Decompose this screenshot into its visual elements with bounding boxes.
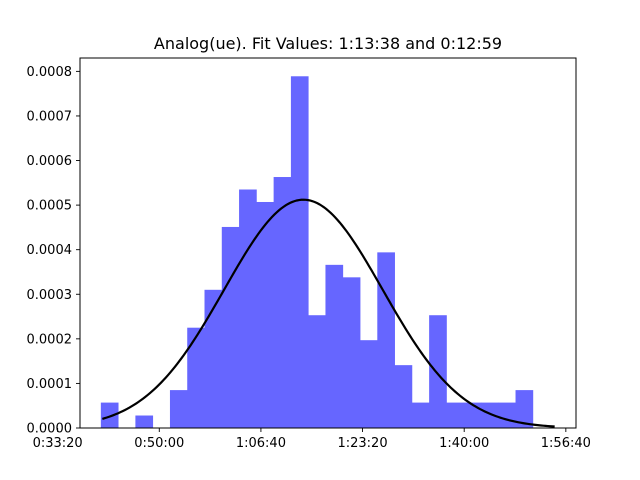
histogram-bar — [498, 402, 516, 428]
fit-curve-layer — [102, 198, 555, 428]
fit-curve — [102, 198, 555, 428]
histogram-bar — [187, 327, 205, 428]
histogram-bar — [204, 289, 223, 428]
histogram-bar — [515, 390, 534, 428]
y-tick-label: 0.0007 — [27, 109, 73, 124]
histogram-bar — [135, 415, 154, 428]
y-tick-label: 0.0006 — [27, 154, 73, 169]
histogram-bar — [325, 264, 344, 428]
y-tick-label: 0.0002 — [27, 332, 73, 347]
chart-title: Analog(ue). Fit Values: 1:13:38 and 0:12… — [154, 34, 502, 53]
histogram-bar — [394, 365, 413, 428]
y-tick-label: 0.0005 — [27, 199, 73, 214]
y-axis: 0.0000 0.0001 0.0002 0.0003 0.0004 0.0005 0.00… — [27, 65, 80, 437]
histogram-bar — [100, 402, 119, 428]
histogram-bar — [256, 201, 275, 428]
plot-frame — [79, 57, 577, 429]
histogram-bar — [308, 315, 326, 428]
x-axis: 0:33:20 0:50:00 1:06:40 1:23:20 1:40:00 1:56:… — [33, 428, 591, 451]
histogram-bar — [446, 402, 465, 428]
histogram-bar — [377, 252, 395, 428]
x-tick-label: 1:56:40 — [541, 436, 591, 451]
y-tick-label: 0.0003 — [27, 288, 73, 303]
x-tick-label: 1:23:20 — [337, 436, 387, 451]
histogram-bar — [273, 177, 292, 428]
y-tick-label: 0.0000 — [27, 422, 73, 437]
histogram-bar — [221, 226, 240, 428]
histogram-bars — [100, 76, 534, 429]
histogram-bar — [239, 189, 257, 428]
histogram-bar — [342, 277, 361, 428]
x-tick-label: 1:06:40 — [236, 436, 286, 451]
x-tick-label: 1:40:00 — [439, 436, 489, 451]
histogram-bar — [429, 315, 447, 428]
histogram-bar — [480, 402, 499, 428]
x-tick-label: 0:50:00 — [134, 436, 184, 451]
x-tick-label: 0:33:20 — [33, 436, 83, 451]
y-tick-label: 0.0004 — [27, 243, 73, 258]
histogram-bar — [290, 76, 309, 429]
histogram-bar — [411, 402, 430, 428]
histogram-bar — [169, 390, 188, 428]
y-tick-label: 0.0001 — [27, 377, 73, 392]
y-tick-label: 0.0008 — [27, 65, 73, 80]
histogram-bar — [360, 340, 378, 428]
histogram-bar — [463, 402, 482, 428]
